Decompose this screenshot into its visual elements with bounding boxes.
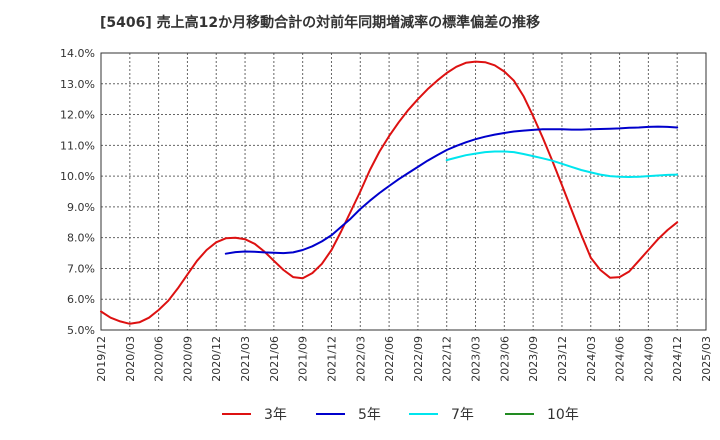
y-tick-label: 5.0% xyxy=(67,324,95,337)
x-tick-label: 2023/06 xyxy=(498,336,511,382)
x-tick-label: 2024/06 xyxy=(614,336,627,382)
series-line-1 xyxy=(224,125,679,255)
x-tick-label: 2020/12 xyxy=(210,336,223,382)
chart-title: [5406] 売上高12か月移動合計の対前年同期増減率の標準偏差の推移 xyxy=(100,15,541,31)
plot-frame xyxy=(100,52,707,331)
x-tick-label: 2020/06 xyxy=(153,336,166,382)
series-line-0 xyxy=(100,60,679,325)
y-axis-tick-labels: 5.0% 6.0% 7.0% 8.0% 9.0% 10.0% 11.0% 12.0% 13.0%… xyxy=(60,47,95,337)
grid xyxy=(100,52,707,331)
legend-label: 10年 xyxy=(547,407,579,423)
y-tick-label: 14.0% xyxy=(60,47,95,60)
x-tick-label: 2019/12 xyxy=(95,336,108,382)
x-tick-label: 2022/03 xyxy=(354,336,367,382)
legend-label: 5年 xyxy=(358,407,381,423)
legend-label: 7年 xyxy=(451,407,474,423)
legend: 3年 5年 7年 10年 xyxy=(222,407,579,423)
x-tick-label: 2023/12 xyxy=(556,336,569,382)
x-tick-label: 2024/03 xyxy=(585,336,598,382)
x-tick-label: 2024/09 xyxy=(642,336,655,382)
x-tick-label: 2022/12 xyxy=(441,336,454,382)
x-tick-label: 2021/09 xyxy=(297,336,310,382)
x-tick-label: 2021/12 xyxy=(325,336,338,382)
x-tick-label: 2022/06 xyxy=(383,336,396,382)
x-tick-label: 2020/03 xyxy=(124,336,137,382)
series-lines xyxy=(100,60,679,325)
x-tick-label: 2023/09 xyxy=(527,336,540,382)
x-tick-label: 2021/03 xyxy=(239,336,252,382)
x-tick-label: 2023/03 xyxy=(470,336,483,382)
x-tick-label: 2022/09 xyxy=(412,336,425,382)
y-tick-label: 10.0% xyxy=(60,170,95,183)
y-tick-label: 7.0% xyxy=(67,262,95,275)
x-tick-label: 2021/06 xyxy=(268,336,281,382)
x-tick-label: 2020/09 xyxy=(181,336,194,382)
x-tick-label: 2024/12 xyxy=(671,336,684,382)
y-tick-label: 6.0% xyxy=(67,293,95,306)
x-tick-label: 2025/03 xyxy=(700,336,713,382)
y-tick-label: 11.0% xyxy=(60,139,95,152)
legend-label: 3年 xyxy=(264,407,287,423)
y-tick-label: 8.0% xyxy=(67,232,95,245)
y-tick-label: 13.0% xyxy=(60,78,95,91)
series-line-2 xyxy=(445,150,679,178)
y-tick-label: 9.0% xyxy=(67,201,95,214)
x-axis-tick-labels: 2019/12 2020/03 2020/06 2020/09 2020/12 2021/… xyxy=(95,336,713,382)
y-tick-label: 12.0% xyxy=(60,109,95,122)
